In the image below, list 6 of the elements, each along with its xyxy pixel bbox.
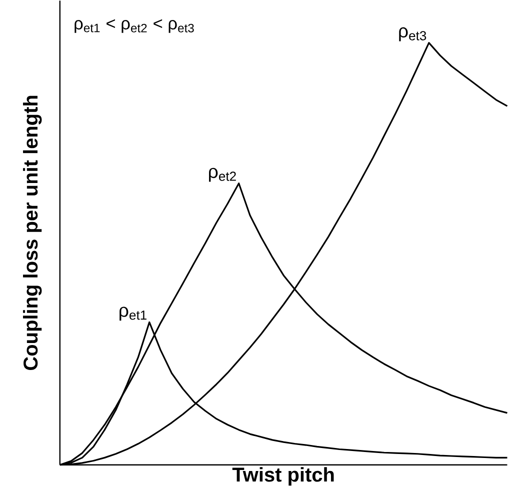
series-label: ρ$_{et1}$ xyxy=(120,306,146,321)
x-axis-title: Twist pitch xyxy=(232,467,334,486)
series-label: ρ$_{et3}$ xyxy=(399,27,426,42)
text: ρ$_{et1}$ < ρ$_{et2}$ < ρ$_{et3}$ xyxy=(74,19,194,33)
y-axis-title: Coupling loss per unit length xyxy=(23,96,42,370)
series-label: ρ$_{et2}$ xyxy=(209,168,236,182)
